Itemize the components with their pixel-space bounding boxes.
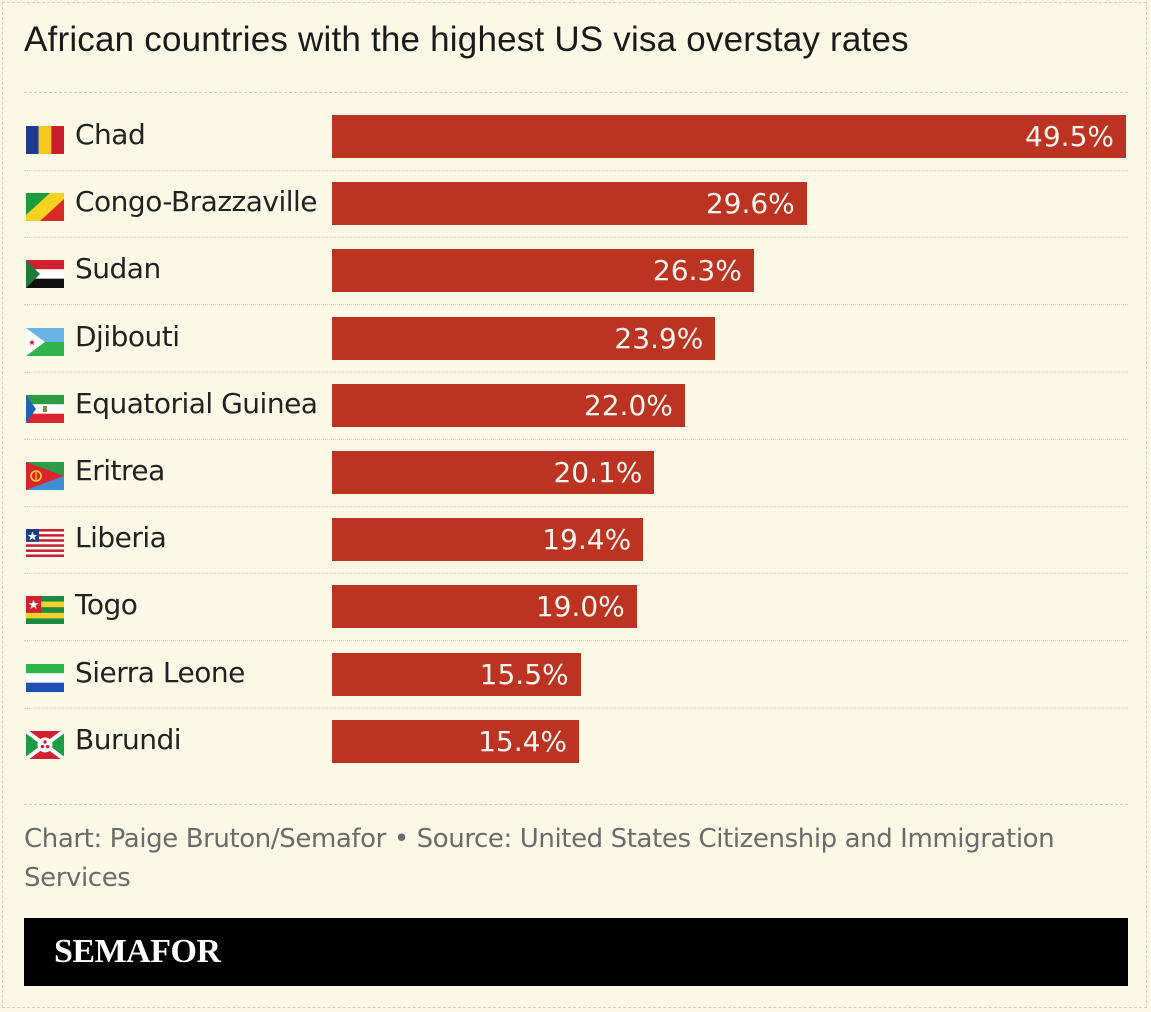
bar-row: Sudan 26.3% xyxy=(0,249,1151,293)
bar-row: Eritrea 20.1% xyxy=(0,451,1151,495)
togo-flag-icon xyxy=(26,596,64,624)
data-label: 20.1% xyxy=(553,456,643,489)
row-separator xyxy=(24,304,1128,305)
category-label: Equatorial Guinea xyxy=(75,387,318,420)
row-separator xyxy=(24,237,1128,238)
category-label: Burundi xyxy=(75,723,182,756)
congo-flag-icon xyxy=(26,193,64,221)
liberia-flag-icon xyxy=(26,529,64,557)
category-label: Togo xyxy=(75,588,138,621)
title-divider xyxy=(24,92,1128,93)
bar: 23.9% xyxy=(332,317,716,360)
eritrea-flag-icon xyxy=(26,462,64,490)
row-separator xyxy=(24,640,1128,641)
data-label: 22.0% xyxy=(583,389,673,422)
chad-flag-icon xyxy=(26,126,64,154)
bar: 15.5% xyxy=(332,653,581,696)
row-separator xyxy=(24,573,1128,574)
bar: 15.4% xyxy=(332,720,580,763)
bar: 22.0% xyxy=(332,384,685,427)
bar-row: Sierra Leone 15.5% xyxy=(0,653,1151,697)
burundi-flag-icon xyxy=(24,729,66,761)
bar: 19.4% xyxy=(332,518,644,561)
category-label: Liberia xyxy=(75,521,167,554)
data-label: 15.5% xyxy=(479,658,569,691)
equatorial-guinea-flag-icon xyxy=(26,395,64,423)
category-label: Djibouti xyxy=(75,320,180,353)
category-label: Sudan xyxy=(75,252,161,285)
bar: 19.0% xyxy=(332,585,637,628)
bar-row: Congo-Brazzaville 29.6% xyxy=(0,182,1151,226)
data-label: 23.9% xyxy=(614,322,704,355)
row-separator xyxy=(24,439,1128,440)
category-label: Chad xyxy=(75,118,146,151)
bar: 49.5% xyxy=(332,115,1126,158)
row-separator xyxy=(24,708,1128,709)
row-separator xyxy=(24,506,1128,507)
bar-row: Equatorial Guinea 22.0% xyxy=(0,384,1151,428)
sudan-flag-icon xyxy=(26,260,64,288)
bar-row: Burundi 15.4% xyxy=(0,720,1151,764)
bar: 20.1% xyxy=(332,451,655,494)
bar-row: Chad 49.5% xyxy=(0,115,1151,159)
footer-divider xyxy=(24,804,1128,805)
bar: 26.3% xyxy=(332,249,754,292)
row-separator xyxy=(24,372,1128,373)
row-separator xyxy=(24,170,1128,171)
data-label: 49.5% xyxy=(1025,120,1114,153)
djibouti-flag-icon xyxy=(26,328,64,356)
chart-credit: Chart: Paige Bruton/Semafor • Source: Un… xyxy=(24,824,1055,893)
category-label: Eritrea xyxy=(75,454,165,487)
data-label: 19.0% xyxy=(535,590,625,623)
bar: 29.6% xyxy=(332,182,807,225)
bar-row: Djibouti 23.9% xyxy=(0,317,1151,361)
bar-row: Togo 19.0% xyxy=(0,585,1151,629)
data-label: 19.4% xyxy=(542,523,632,556)
category-label: Sierra Leone xyxy=(75,656,245,689)
chart-title: African countries with the highest US vi… xyxy=(24,20,909,59)
data-label: 26.3% xyxy=(652,254,742,287)
category-label: Congo-Brazzaville xyxy=(75,185,318,218)
bar-row: Liberia 19.4% xyxy=(0,518,1151,562)
brand-bar: SEMAFOR xyxy=(24,918,1128,986)
semafor-logo: SEMAFOR xyxy=(54,933,221,970)
sierra-leone-flag-icon xyxy=(26,664,64,692)
data-label: 15.4% xyxy=(478,725,568,758)
data-label: 29.6% xyxy=(705,187,795,220)
